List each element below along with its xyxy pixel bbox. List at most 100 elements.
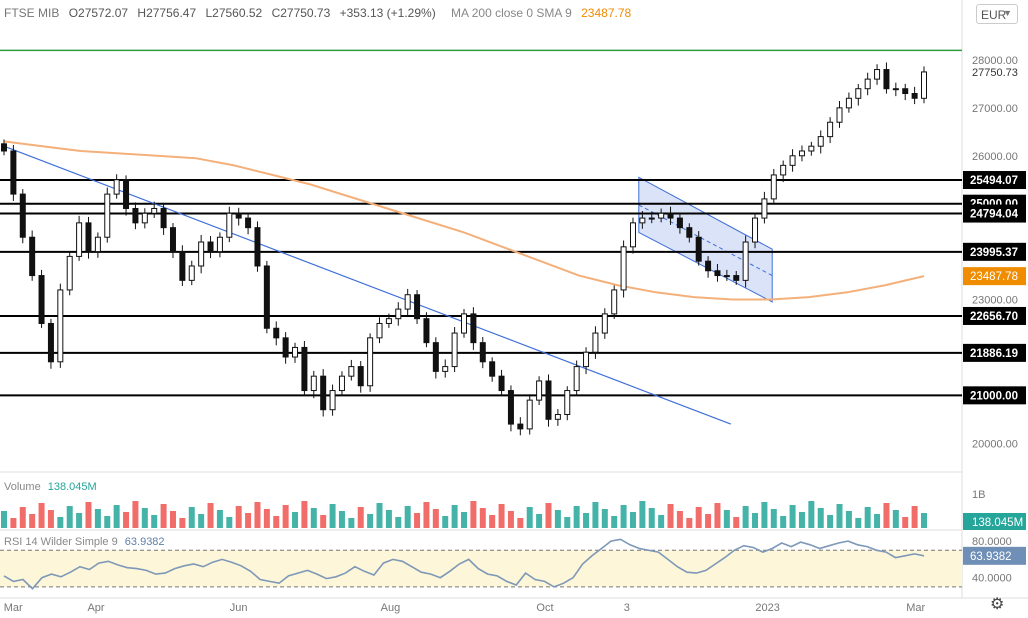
x-tick-label: Mar: [906, 602, 925, 614]
candle-body: [733, 275, 740, 281]
volume-bar: [404, 506, 411, 528]
volume-bar: [798, 512, 805, 528]
candle-body: [245, 217, 252, 229]
level-label: 21886.19: [970, 348, 1018, 360]
ma200-line: [3, 140, 925, 301]
ma-label[interactable]: MA 200 close 0 SMA 9: [451, 6, 572, 20]
candle-body: [348, 366, 355, 377]
candle-body: [789, 155, 796, 166]
candle-body: [432, 342, 439, 372]
candle-body: [648, 217, 655, 220]
candle-body: [770, 174, 777, 200]
volume-bar: [76, 513, 83, 528]
candle-body: [883, 69, 890, 90]
volume-bar: [573, 506, 580, 528]
volume-bar: [254, 502, 261, 528]
candle-body: [921, 71, 927, 99]
open-value: O27572.07: [68, 6, 129, 20]
change-value: +353.13 (+1.29%): [339, 6, 436, 20]
volume-bar: [667, 504, 674, 528]
volume-bar: [113, 505, 120, 528]
volume-bar: [507, 511, 514, 528]
candle-body: [723, 275, 730, 278]
level-label-bg: [963, 171, 1026, 190]
volume-bar: [226, 517, 233, 528]
volume-bar: [658, 515, 665, 528]
candle-body: [620, 246, 627, 291]
volume-bar: [479, 508, 486, 528]
candle-body: [141, 212, 148, 224]
candle-body: [329, 390, 336, 411]
volume-bar: [770, 509, 777, 528]
candle-body: [461, 313, 467, 334]
volume-bar: [864, 507, 871, 528]
candle-body: [104, 193, 111, 238]
candle-body: [169, 227, 176, 253]
candle-body: [132, 207, 139, 224]
candle-body: [226, 212, 233, 238]
candle-body: [404, 294, 411, 310]
candle-body: [780, 164, 787, 176]
volume-bar: [461, 512, 467, 528]
volume-label[interactable]: Volume 138.045M: [4, 481, 97, 493]
volume-bar: [883, 503, 890, 528]
volume-bar: [348, 518, 355, 528]
volume-bar: [282, 505, 289, 528]
candle-body: [376, 322, 383, 339]
currency-select[interactable]: EUR ▼: [976, 4, 1018, 24]
volume-bar: [780, 516, 787, 528]
rsi-label[interactable]: RSI 14 Wilder Simple 9 63.9382: [4, 536, 165, 548]
volume-bar: [367, 514, 374, 528]
volume-bar: [752, 513, 759, 528]
price-tick-label: 20000.00: [972, 438, 1018, 450]
candle-body: [123, 179, 130, 209]
volume-value-bg: [963, 513, 1026, 530]
candle-body: [338, 375, 345, 392]
gear-icon[interactable]: ⚙: [990, 596, 1005, 613]
candle-body: [19, 193, 26, 238]
candle-body: [817, 136, 824, 147]
volume-bar: [911, 506, 918, 528]
candle-body: [714, 270, 721, 277]
candle-body: [254, 227, 261, 267]
volume-bar: [855, 518, 862, 528]
volume-bar: [442, 516, 449, 528]
level-label: 24794.04: [970, 209, 1019, 221]
volume-bar: [592, 502, 599, 528]
candle-body: [357, 366, 364, 387]
level-label: 25494.07: [970, 175, 1018, 187]
candle-body: [179, 251, 186, 281]
volume-bar: [310, 508, 317, 528]
candle-body: [320, 375, 327, 411]
volume-bar: [273, 516, 280, 528]
candle-body: [385, 318, 392, 324]
volume-bar: [639, 501, 646, 528]
level-label: 21000.00: [970, 390, 1018, 402]
volume-bar: [611, 516, 618, 528]
volume-bar: [423, 502, 430, 528]
volume-bar: [179, 518, 186, 528]
volume-bar: [620, 505, 627, 528]
volume-title: Volume: [4, 481, 41, 493]
price-tick-label: 23000.00: [972, 295, 1018, 307]
volume-bar: [874, 514, 881, 528]
candle-body: [864, 78, 871, 90]
volume-bar: [160, 504, 167, 528]
candle-body: [517, 423, 524, 430]
volume-bar: [836, 504, 843, 528]
candle-body: [470, 313, 477, 344]
level-label-bg: [963, 242, 1026, 261]
candle-body: [564, 390, 571, 416]
volume-bar: [329, 504, 336, 528]
level-label-bg: [963, 386, 1026, 405]
candle-body: [592, 332, 599, 353]
volume-bar: [47, 510, 54, 528]
high-value: H27756.47: [137, 6, 197, 20]
candle-body: [442, 366, 449, 372]
candle-body: [808, 145, 815, 152]
volume-bar: [66, 506, 73, 528]
candle-body: [94, 236, 101, 253]
volume-bar: [292, 512, 299, 528]
volume-bar: [545, 503, 552, 528]
